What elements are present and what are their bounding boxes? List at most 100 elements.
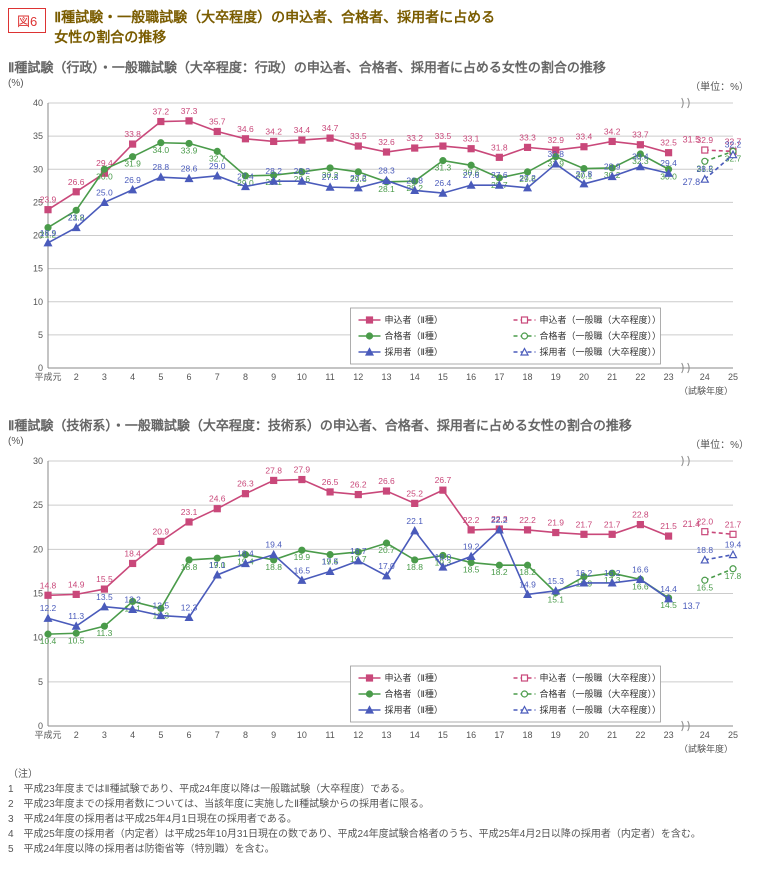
series-申込者（一般職(大卒程度)）: 22.021.7 — [697, 517, 742, 538]
svg-text:28.8: 28.8 — [153, 162, 170, 172]
svg-text:18.8: 18.8 — [406, 562, 423, 572]
svg-text:14: 14 — [410, 372, 420, 382]
svg-text:32.5: 32.5 — [660, 138, 677, 148]
svg-text:19: 19 — [551, 372, 561, 382]
svg-text:4: 4 — [130, 372, 135, 382]
svg-text:28.2: 28.2 — [294, 166, 311, 176]
svg-text:17.5: 17.5 — [322, 557, 339, 567]
svg-text:2: 2 — [74, 372, 79, 382]
svg-text:10: 10 — [297, 730, 307, 740]
svg-text:16.2: 16.2 — [576, 568, 593, 578]
svg-text:25: 25 — [728, 730, 738, 740]
svg-text:16: 16 — [466, 372, 476, 382]
svg-text:25.0: 25.0 — [96, 188, 113, 198]
svg-text:21.4: 21.4 — [683, 519, 701, 529]
svg-text:（試験年度）: （試験年度） — [679, 743, 733, 754]
svg-text:33.8: 33.8 — [124, 129, 141, 139]
svg-text:27.9: 27.9 — [294, 465, 311, 475]
svg-text:11: 11 — [325, 730, 334, 740]
svg-text:32.6: 32.6 — [378, 137, 395, 147]
svg-text:15.1: 15.1 — [547, 595, 564, 605]
svg-text:31.9: 31.9 — [124, 159, 141, 169]
svg-text:16.5: 16.5 — [294, 565, 311, 575]
svg-text:18.9: 18.9 — [40, 228, 57, 238]
svg-text:30.4: 30.4 — [632, 152, 649, 162]
svg-text:27.2: 27.2 — [519, 173, 536, 183]
svg-text:19.4: 19.4 — [725, 540, 742, 550]
svg-text:20: 20 — [33, 545, 43, 555]
svg-text:合格者（Ⅱ種）: 合格者（Ⅱ種） — [385, 330, 443, 341]
svg-text:採用者（Ⅱ種）: 採用者（Ⅱ種） — [385, 704, 443, 715]
svg-text:17: 17 — [494, 372, 504, 382]
svg-text:21.5: 21.5 — [660, 521, 677, 531]
svg-text:9: 9 — [271, 730, 276, 740]
svg-text:16.5: 16.5 — [697, 582, 714, 592]
svg-text:22.1: 22.1 — [406, 516, 423, 526]
svg-text:23.1: 23.1 — [181, 507, 198, 517]
svg-text:平成元: 平成元 — [34, 371, 61, 382]
svg-text:13.2: 13.2 — [124, 595, 141, 605]
main-title-line1: Ⅱ種試験・一般職試験（大卒程度）の申込者、合格者、採用者に占める — [54, 8, 495, 28]
svg-text:21.7: 21.7 — [576, 520, 593, 530]
svg-text:12.5: 12.5 — [153, 601, 170, 611]
svg-text:5: 5 — [38, 677, 43, 687]
svg-text:17.1: 17.1 — [209, 560, 226, 570]
note-5: 5 平成24年度以降の採用者は防衛省等（特別職）を含む。 — [8, 842, 749, 857]
svg-text:30.0: 30.0 — [96, 171, 113, 181]
svg-text:16.6: 16.6 — [632, 565, 649, 575]
svg-text:34.0: 34.0 — [153, 145, 170, 155]
svg-text:20: 20 — [579, 730, 589, 740]
figure-label-box: 図6 — [8, 8, 46, 33]
svg-text:15.3: 15.3 — [547, 576, 564, 586]
svg-text:31.8: 31.8 — [491, 143, 508, 153]
chart1-svg: 0510152025303540平成元234567891011121314151… — [8, 93, 743, 398]
svg-text:17: 17 — [494, 730, 504, 740]
svg-text:26.5: 26.5 — [322, 477, 339, 487]
svg-text:19: 19 — [551, 730, 561, 740]
svg-text:14.8: 14.8 — [40, 580, 57, 590]
svg-text:28.2: 28.2 — [265, 166, 282, 176]
svg-text:34.4: 34.4 — [294, 125, 311, 135]
svg-text:26.6: 26.6 — [378, 476, 395, 486]
svg-text:14: 14 — [410, 730, 420, 740]
svg-text:27.8: 27.8 — [576, 169, 593, 179]
chart2-pct-label: (%) — [8, 436, 24, 451]
svg-text:24: 24 — [700, 730, 710, 740]
svg-text:16: 16 — [466, 730, 476, 740]
svg-text:3: 3 — [102, 730, 107, 740]
svg-text:12.2: 12.2 — [40, 603, 57, 613]
svg-text:29.0: 29.0 — [209, 161, 226, 171]
svg-text:34.2: 34.2 — [265, 127, 282, 137]
svg-text:27.6: 27.6 — [491, 170, 508, 180]
svg-text:12.3: 12.3 — [181, 603, 198, 613]
chart1-pct-label: (%) — [8, 78, 24, 93]
notes-list: 1 平成23年度まではⅡ種試験であり、平成24年度以降は一般職試験（大卒程度）で… — [8, 782, 749, 857]
chart2-unit-row: (%) （単位：%） — [8, 436, 749, 451]
svg-text:12: 12 — [353, 730, 363, 740]
svg-text:22.8: 22.8 — [632, 510, 649, 520]
legend: 申込者（Ⅱ種）申込者（一般職（大卒程度））合格者（Ⅱ種）合格者（一般職（大卒程度… — [351, 308, 662, 364]
svg-text:申込者（Ⅱ種）: 申込者（Ⅱ種） — [385, 314, 443, 325]
svg-text:31.5: 31.5 — [683, 135, 701, 145]
svg-text:33.3: 33.3 — [519, 133, 536, 143]
svg-text:採用者（一般職（大卒程度））: 採用者（一般職（大卒程度）） — [540, 346, 662, 357]
svg-text:37.3: 37.3 — [181, 106, 198, 116]
svg-text:15.5: 15.5 — [96, 574, 113, 584]
svg-text:採用者（Ⅱ種）: 採用者（Ⅱ種） — [385, 346, 443, 357]
svg-text:13.5: 13.5 — [96, 592, 113, 602]
svg-text:申込者（一般職（大卒程度））: 申込者（一般職（大卒程度）） — [540, 314, 662, 325]
svg-text:21.9: 21.9 — [547, 518, 564, 528]
svg-text:26.2: 26.2 — [350, 480, 367, 490]
svg-text:18.4: 18.4 — [237, 549, 254, 559]
svg-text:5: 5 — [158, 730, 163, 740]
svg-text:32.9: 32.9 — [547, 135, 564, 145]
series-採用者（一般職(大卒程度)）: 18.819.4 — [697, 540, 742, 563]
svg-text:28.3: 28.3 — [378, 166, 395, 176]
svg-text:26.9: 26.9 — [124, 175, 141, 185]
svg-text:申込者（一般職（大卒程度））: 申込者（一般職（大卒程度）） — [540, 672, 662, 683]
svg-text:18.7: 18.7 — [350, 546, 367, 556]
svg-text:10.5: 10.5 — [68, 635, 85, 645]
svg-text:40: 40 — [33, 98, 43, 108]
svg-text:11.3: 11.3 — [68, 611, 84, 621]
svg-text:13.7: 13.7 — [683, 601, 701, 611]
